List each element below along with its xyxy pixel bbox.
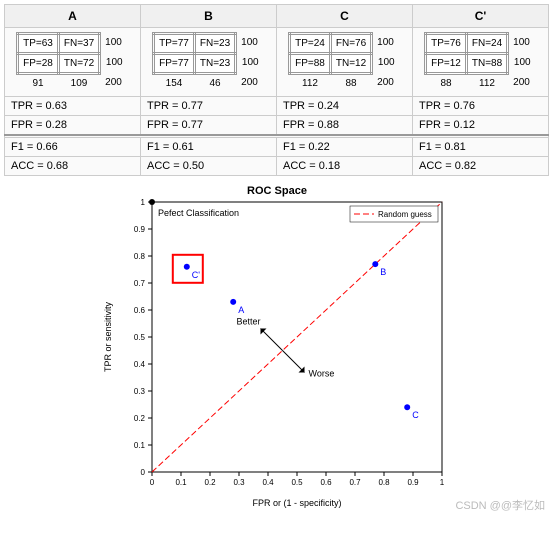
svg-text:0.3: 0.3 xyxy=(133,387,145,396)
fpr-cell: FPR = 0.12 xyxy=(413,116,549,136)
svg-text:0.1: 0.1 xyxy=(175,478,187,487)
fpr-cell: FPR = 0.77 xyxy=(141,116,277,136)
svg-text:0.2: 0.2 xyxy=(204,478,216,487)
confusion-matrix: TP=63FN=37100 FP=28TN=72100 91109200 xyxy=(5,28,141,97)
col-header: A xyxy=(5,5,141,28)
svg-text:0.3: 0.3 xyxy=(233,478,245,487)
confusion-matrix: TP=76FN=24100 FP=12TN=88100 88112200 xyxy=(413,28,549,97)
svg-text:B: B xyxy=(380,267,386,277)
svg-text:Random guess: Random guess xyxy=(378,210,432,219)
tpr-cell: TPR = 0.77 xyxy=(141,97,277,116)
svg-text:0.1: 0.1 xyxy=(133,441,145,450)
svg-text:0.4: 0.4 xyxy=(262,478,274,487)
svg-text:0.5: 0.5 xyxy=(291,478,303,487)
svg-text:A: A xyxy=(238,305,244,315)
svg-text:FPR or (1 - specificity): FPR or (1 - specificity) xyxy=(252,498,341,508)
roc-chart: ROC Space 00 0.1 0.1 0.2 0.2 0.3 0.3 0.4 0.4 0.5 0.… xyxy=(4,182,549,515)
acc-cell: ACC = 0.18 xyxy=(277,157,413,176)
acc-cell: ACC = 0.82 xyxy=(413,157,549,176)
fpr-cell: FPR = 0.28 xyxy=(5,116,141,136)
svg-text:0.5: 0.5 xyxy=(133,333,145,342)
svg-text:0.7: 0.7 xyxy=(349,478,361,487)
svg-text:0.9: 0.9 xyxy=(133,225,145,234)
svg-text:0.2: 0.2 xyxy=(133,414,145,423)
col-header: C xyxy=(277,5,413,28)
svg-text:0.9: 0.9 xyxy=(407,478,419,487)
svg-text:C': C' xyxy=(191,270,199,280)
svg-text:0.8: 0.8 xyxy=(378,478,390,487)
svg-text:0.7: 0.7 xyxy=(133,279,145,288)
svg-text:0: 0 xyxy=(149,478,154,487)
tpr-cell: TPR = 0.76 xyxy=(413,97,549,116)
svg-text:0: 0 xyxy=(140,468,145,477)
svg-text:ROC Space: ROC Space xyxy=(247,185,307,197)
svg-text:1: 1 xyxy=(439,478,444,487)
svg-text:TPR or sensitivity: TPR or sensitivity xyxy=(103,301,113,372)
f1-cell: F1 = 0.66 xyxy=(5,138,141,157)
col-header: B xyxy=(141,5,277,28)
svg-text:0.4: 0.4 xyxy=(133,360,145,369)
svg-text:0.6: 0.6 xyxy=(320,478,332,487)
svg-text:Pefect Classification: Pefect Classification xyxy=(158,208,239,218)
svg-text:1: 1 xyxy=(140,198,145,207)
f1-cell: F1 = 0.81 xyxy=(413,138,549,157)
f1-cell: F1 = 0.22 xyxy=(277,138,413,157)
f1-cell: F1 = 0.61 xyxy=(141,138,277,157)
svg-text:0.8: 0.8 xyxy=(133,252,145,261)
watermark: CSDN @@李忆如 xyxy=(455,497,545,513)
acc-cell: ACC = 0.50 xyxy=(141,157,277,176)
fpr-cell: FPR = 0.88 xyxy=(277,116,413,136)
svg-text:0.6: 0.6 xyxy=(133,306,145,315)
confusion-matrix: TP=24FN=76100 FP=88TN=12100 11288200 xyxy=(277,28,413,97)
svg-text:Worse: Worse xyxy=(308,369,334,379)
svg-text:C: C xyxy=(412,410,419,420)
col-header: C' xyxy=(413,5,549,28)
acc-cell: ACC = 0.68 xyxy=(5,157,141,176)
tpr-cell: TPR = 0.24 xyxy=(277,97,413,116)
svg-text:Better: Better xyxy=(236,317,260,327)
metrics-table: A B C C' TP=63FN=37100 FP=28TN=72100 911… xyxy=(4,4,549,176)
tpr-cell: TPR = 0.63 xyxy=(5,97,141,116)
confusion-matrix: TP=77FN=23100 FP=77TN=23100 15446200 xyxy=(141,28,277,97)
